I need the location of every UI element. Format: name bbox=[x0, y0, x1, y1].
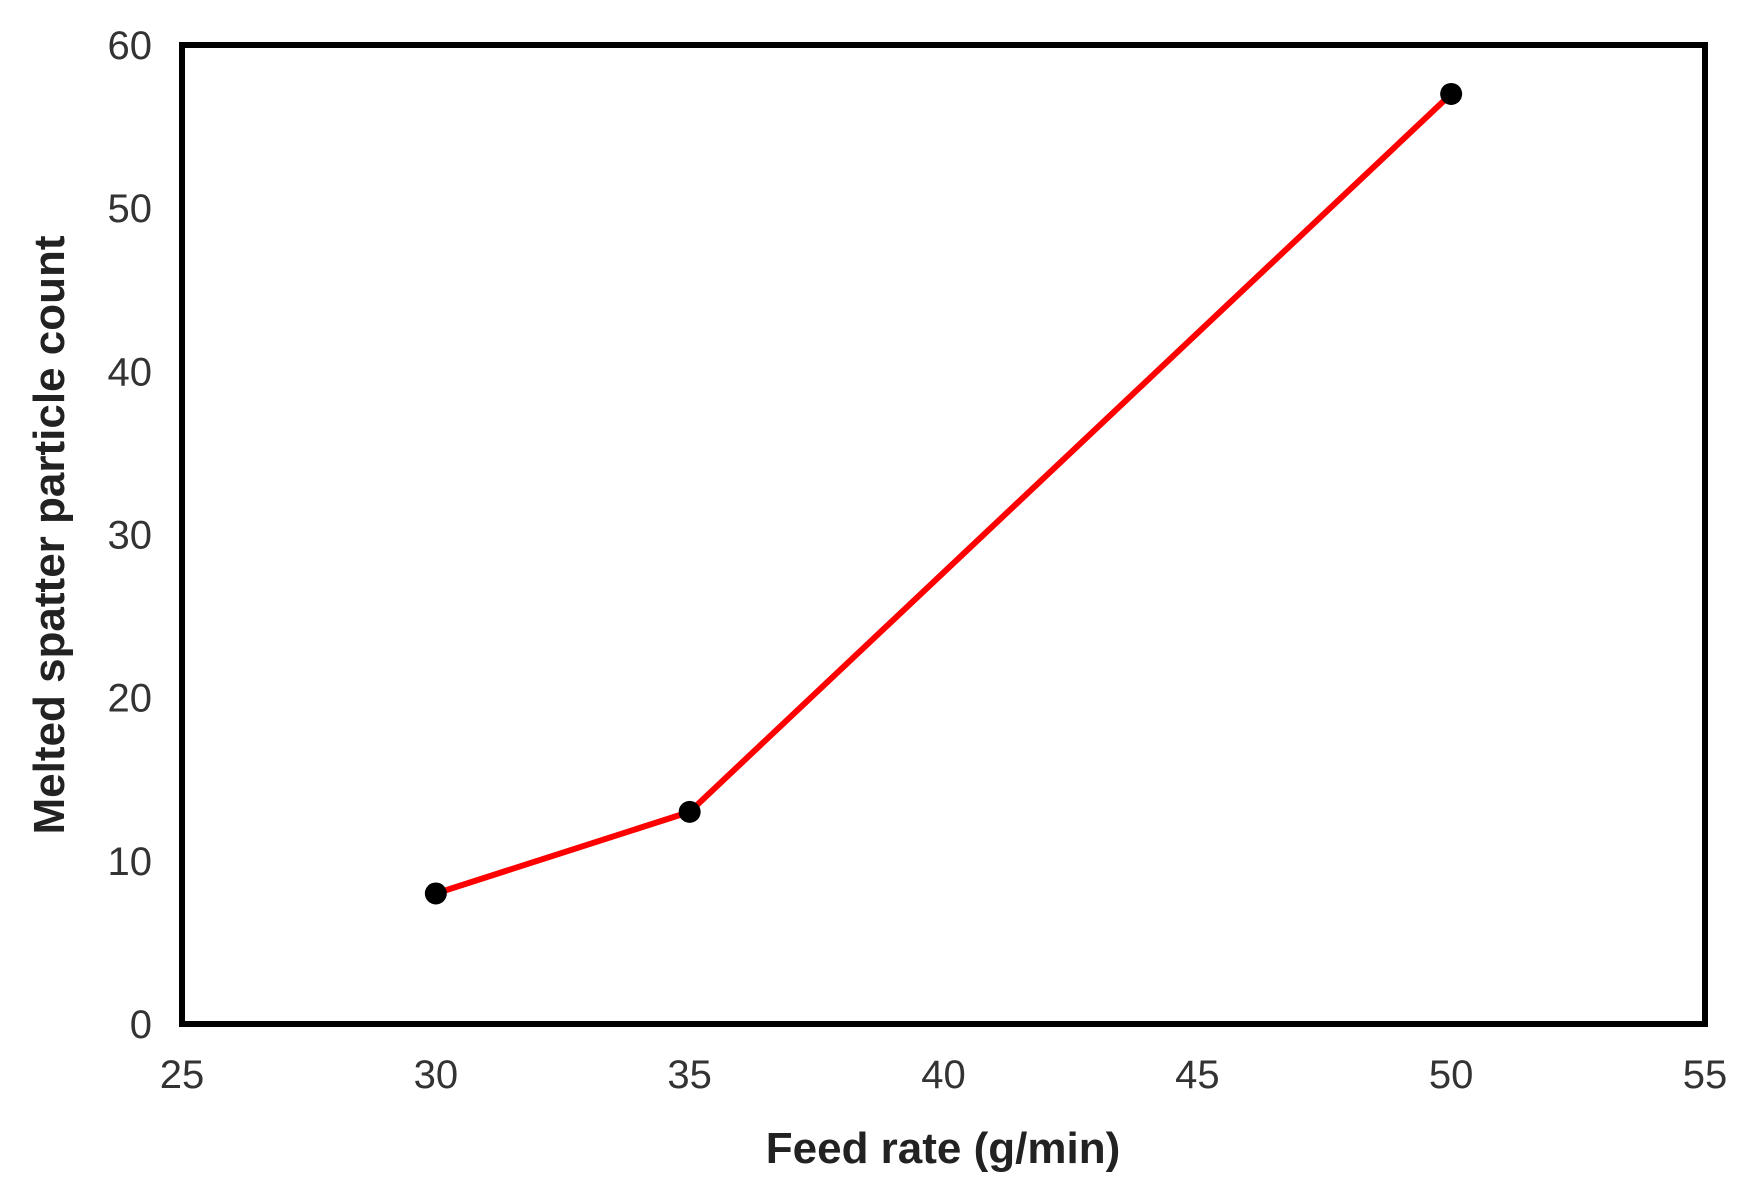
y-tick-label: 0 bbox=[130, 1003, 152, 1047]
x-axis-title: Feed rate (g/min) bbox=[766, 1124, 1121, 1173]
y-tick-label: 50 bbox=[108, 187, 153, 231]
data-point bbox=[678, 800, 701, 823]
series-layer bbox=[424, 82, 1463, 905]
x-tick-label: 55 bbox=[1683, 1053, 1728, 1097]
data-point bbox=[1440, 82, 1463, 105]
x-tick-label: 25 bbox=[160, 1053, 205, 1097]
y-tick-label: 60 bbox=[108, 24, 153, 68]
x-tick-label: 40 bbox=[921, 1053, 966, 1097]
plot-frame bbox=[179, 42, 1708, 1027]
y-tick-label: 30 bbox=[108, 514, 153, 558]
x-tick-label: 45 bbox=[1175, 1053, 1220, 1097]
data-point bbox=[424, 882, 447, 905]
x-tick-label: 50 bbox=[1429, 1053, 1474, 1097]
x-tick-label: 35 bbox=[667, 1053, 712, 1097]
y-tick-label: 10 bbox=[108, 840, 153, 884]
y-tick-label: 40 bbox=[108, 350, 153, 394]
x-axis-tick-labels: 25 30 35 40 45 50 55 bbox=[160, 1053, 1728, 1097]
series-line bbox=[434, 91, 1454, 897]
x-tick-label: 30 bbox=[414, 1053, 459, 1097]
y-tick-label: 20 bbox=[108, 677, 153, 721]
y-axis-tick-labels: 0 10 20 30 40 50 60 bbox=[108, 24, 153, 1047]
y-axis-title: Melted spatter particle count bbox=[25, 235, 74, 834]
